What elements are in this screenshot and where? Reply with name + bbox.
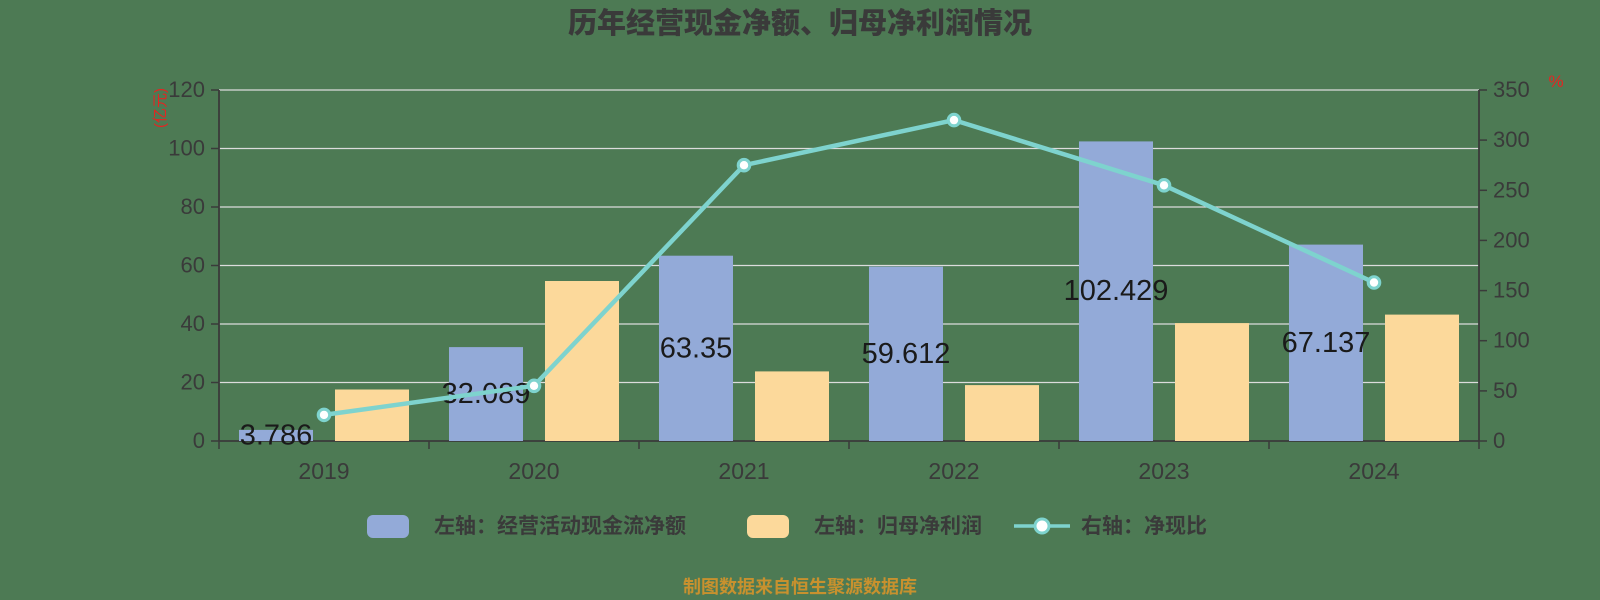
svg-text:120: 120 bbox=[168, 77, 205, 102]
svg-text:0: 0 bbox=[193, 428, 205, 453]
svg-text:右轴：净现比: 右轴：净现比 bbox=[1081, 515, 1207, 538]
svg-text:200: 200 bbox=[1493, 227, 1530, 252]
svg-text:2022: 2022 bbox=[928, 458, 979, 484]
svg-text:2020: 2020 bbox=[508, 458, 559, 484]
svg-text:50: 50 bbox=[1493, 378, 1517, 403]
svg-text:59.612: 59.612 bbox=[862, 338, 951, 370]
svg-text:40: 40 bbox=[181, 311, 205, 336]
svg-text:(亿元): (亿元) bbox=[152, 88, 169, 128]
svg-text:左轴：归母净利润: 左轴：归母净利润 bbox=[814, 514, 982, 538]
svg-text:2024: 2024 bbox=[1348, 458, 1399, 484]
svg-text:150: 150 bbox=[1493, 278, 1530, 303]
svg-text:80: 80 bbox=[181, 194, 205, 219]
svg-text:制图数据来自恒生聚源数据库: 制图数据来自恒生聚源数据库 bbox=[683, 577, 917, 597]
svg-text:250: 250 bbox=[1493, 177, 1530, 202]
svg-text:左轴：经营活动现金流净额: 左轴：经营活动现金流净额 bbox=[434, 514, 686, 538]
svg-text:3.786: 3.786 bbox=[240, 420, 313, 452]
svg-text:2021: 2021 bbox=[718, 458, 769, 484]
svg-text:102.429: 102.429 bbox=[1064, 275, 1169, 307]
svg-text:2019: 2019 bbox=[298, 458, 349, 484]
svg-text:63.35: 63.35 bbox=[660, 332, 733, 364]
svg-text:0: 0 bbox=[1493, 428, 1505, 453]
svg-text:300: 300 bbox=[1493, 127, 1530, 152]
svg-text:%: % bbox=[1548, 72, 1563, 91]
svg-text:67.137: 67.137 bbox=[1282, 327, 1371, 359]
svg-text:20: 20 bbox=[181, 370, 205, 395]
svg-text:2023: 2023 bbox=[1138, 458, 1189, 484]
svg-text:100: 100 bbox=[168, 136, 205, 161]
svg-text:100: 100 bbox=[1493, 328, 1530, 353]
svg-text:历年经营现金净额、归母净利润情况: 历年经营现金净额、归母净利润情况 bbox=[568, 6, 1032, 40]
svg-text:350: 350 bbox=[1493, 77, 1530, 102]
svg-text:60: 60 bbox=[181, 253, 205, 278]
